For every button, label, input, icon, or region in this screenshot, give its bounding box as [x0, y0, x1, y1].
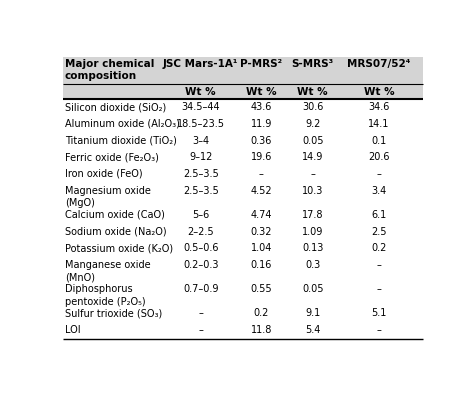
Text: –: –: [376, 168, 381, 178]
Text: Sodium oxide (Na₂O): Sodium oxide (Na₂O): [65, 226, 166, 236]
Text: Iron oxide (FeO): Iron oxide (FeO): [65, 168, 142, 178]
Text: Wt %: Wt %: [297, 87, 328, 97]
Text: Aluminum oxide (Al₂O₃): Aluminum oxide (Al₂O₃): [65, 119, 180, 128]
Text: 0.1: 0.1: [371, 135, 386, 145]
Text: S-MRS³: S-MRS³: [292, 59, 334, 69]
Text: Wt %: Wt %: [246, 87, 277, 97]
Text: 5.1: 5.1: [371, 308, 386, 318]
Text: 34.6: 34.6: [368, 102, 390, 112]
Text: 3.4: 3.4: [371, 185, 386, 195]
Text: 14.9: 14.9: [302, 152, 323, 162]
Text: 11.9: 11.9: [251, 119, 272, 128]
Text: 10.3: 10.3: [302, 185, 323, 195]
Text: Silicon dioxide (SiO₂): Silicon dioxide (SiO₂): [65, 102, 166, 112]
Text: Sulfur trioxide (SO₃): Sulfur trioxide (SO₃): [65, 308, 162, 318]
Text: 1.09: 1.09: [302, 226, 323, 236]
Text: –: –: [376, 324, 381, 334]
Text: –: –: [198, 308, 203, 318]
Text: 1.04: 1.04: [251, 243, 272, 253]
Text: 0.2: 0.2: [371, 243, 386, 253]
Text: 6.1: 6.1: [371, 209, 386, 219]
Text: 0.7–0.9: 0.7–0.9: [183, 284, 219, 294]
Text: 0.32: 0.32: [251, 226, 272, 236]
Text: –: –: [198, 324, 203, 334]
Text: Diphosphorus
pentoxide (P₂O₅): Diphosphorus pentoxide (P₂O₅): [65, 284, 146, 306]
Text: 0.3: 0.3: [305, 259, 320, 269]
Text: 20.6: 20.6: [368, 152, 390, 162]
Text: 2.5–3.5: 2.5–3.5: [183, 185, 219, 195]
Text: 9–12: 9–12: [189, 152, 212, 162]
Text: Major chemical
composition: Major chemical composition: [65, 59, 154, 81]
Text: 14.1: 14.1: [368, 119, 390, 128]
Text: LOI: LOI: [65, 324, 81, 334]
Text: 9.2: 9.2: [305, 119, 320, 128]
Text: 0.05: 0.05: [302, 135, 323, 145]
Text: 0.55: 0.55: [250, 284, 272, 294]
Text: 5–6: 5–6: [192, 209, 210, 219]
Text: 2.5: 2.5: [371, 226, 387, 236]
Text: Manganese oxide
(MnO): Manganese oxide (MnO): [65, 259, 150, 282]
Text: Ferric oxide (Fe₂O₃): Ferric oxide (Fe₂O₃): [65, 152, 159, 162]
Bar: [63, 57, 423, 100]
Text: 0.36: 0.36: [251, 135, 272, 145]
Text: –: –: [376, 284, 381, 294]
Text: 17.8: 17.8: [302, 209, 323, 219]
Text: 0.5–0.6: 0.5–0.6: [183, 243, 219, 253]
Text: Magnesium oxide
(MgO): Magnesium oxide (MgO): [65, 185, 151, 208]
Text: 9.1: 9.1: [305, 308, 320, 318]
Text: 18.5–23.5: 18.5–23.5: [177, 119, 225, 128]
Text: 2–2.5: 2–2.5: [187, 226, 214, 236]
Text: 2.5–3.5: 2.5–3.5: [183, 168, 219, 178]
Text: 4.52: 4.52: [250, 185, 272, 195]
Text: 19.6: 19.6: [251, 152, 272, 162]
Text: 0.05: 0.05: [302, 284, 323, 294]
Text: –: –: [310, 168, 315, 178]
Text: 11.8: 11.8: [251, 324, 272, 334]
Text: P-MRS²: P-MRS²: [240, 59, 283, 69]
Text: Titanium dioxide (TiO₂): Titanium dioxide (TiO₂): [65, 135, 177, 145]
Text: Potassium oxide (K₂O): Potassium oxide (K₂O): [65, 243, 173, 253]
Text: 3–4: 3–4: [192, 135, 209, 145]
Text: 0.16: 0.16: [251, 259, 272, 269]
Text: Calcium oxide (CaO): Calcium oxide (CaO): [65, 209, 164, 219]
Text: JSC Mars-1A¹: JSC Mars-1A¹: [163, 59, 238, 69]
Text: Wt %: Wt %: [364, 87, 394, 97]
Text: 4.74: 4.74: [251, 209, 272, 219]
Text: Wt %: Wt %: [185, 87, 216, 97]
Text: –: –: [259, 168, 264, 178]
Text: 0.13: 0.13: [302, 243, 323, 253]
Text: 43.6: 43.6: [251, 102, 272, 112]
Text: MRS07/52⁴: MRS07/52⁴: [347, 59, 410, 69]
Text: 5.4: 5.4: [305, 324, 320, 334]
Text: 34.5–44: 34.5–44: [182, 102, 220, 112]
Text: 0.2–0.3: 0.2–0.3: [183, 259, 219, 269]
Text: –: –: [376, 259, 381, 269]
Text: 0.2: 0.2: [254, 308, 269, 318]
Text: 30.6: 30.6: [302, 102, 323, 112]
